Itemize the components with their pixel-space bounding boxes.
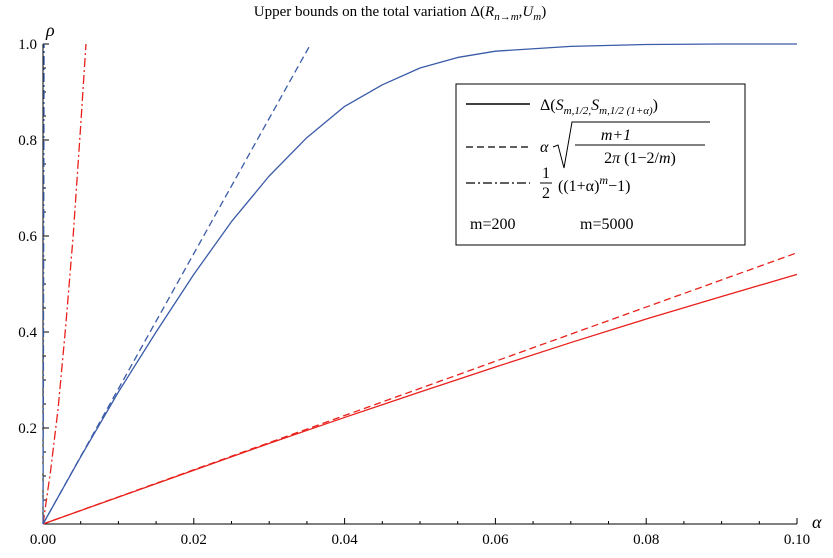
series-line-m200-dashed <box>42 252 798 525</box>
svg-text:m+1: m+1 <box>601 127 631 144</box>
y-tick-label: 1.0 <box>18 37 37 53</box>
svg-text:((1+α)m−1): ((1+α)m−1) <box>558 173 630 195</box>
x-tick-label: 0.06 <box>482 532 509 548</box>
series-line-m5000-dashdot <box>42 43 45 525</box>
x-tick-label: 0.04 <box>331 532 358 548</box>
series-layer <box>42 43 798 525</box>
svg-text:1: 1 <box>542 165 550 182</box>
svg-text:2: 2 <box>542 185 550 202</box>
y-axis-label: ρ <box>45 20 55 40</box>
y-tick-label: 0.8 <box>18 133 37 149</box>
x-tick-label: 0.08 <box>633 532 659 548</box>
y-ticks: 0.2 0.4 0.6 0.8 1.0 <box>18 37 49 501</box>
x-tick-label: 0.02 <box>181 532 207 548</box>
series-line-m5000-solid <box>42 43 797 525</box>
svg-text:α: α <box>540 139 549 156</box>
legend-dashdot-label: 1 2 ((1+α)m−1) <box>540 165 630 202</box>
chart-title: Upper bounds on the total variation Δ(Rn… <box>254 4 546 23</box>
legend: Δ(Sm,1/2,Sm,1/2 (1+α)) α m+1 2π (1−2/m) … <box>455 83 746 246</box>
legend-dashed-label: α m+1 2π (1−2/m) <box>540 121 710 169</box>
x-axis-label: α <box>812 512 822 532</box>
legend-m200-label: m=200 <box>470 216 515 233</box>
legend-box <box>455 83 746 246</box>
y-tick-label: 0.2 <box>18 421 37 437</box>
legend-m5000-label: m=5000 <box>580 216 633 233</box>
series-line-m200-dashdot <box>42 43 87 525</box>
x-ticks: 0.00 0.02 0.04 0.06 0.08 0.10 <box>30 518 810 548</box>
x-tick-label: 0.10 <box>784 532 810 548</box>
series-line-m5000-dashed <box>42 43 312 525</box>
y-tick-label: 0.6 <box>18 229 37 245</box>
series-line-m200-solid <box>42 273 798 525</box>
svg-text:2π (1−2/m): 2π (1−2/m) <box>604 150 676 167</box>
y-tick-label: 0.4 <box>18 325 37 341</box>
x-tick-label: 0.00 <box>30 532 56 548</box>
